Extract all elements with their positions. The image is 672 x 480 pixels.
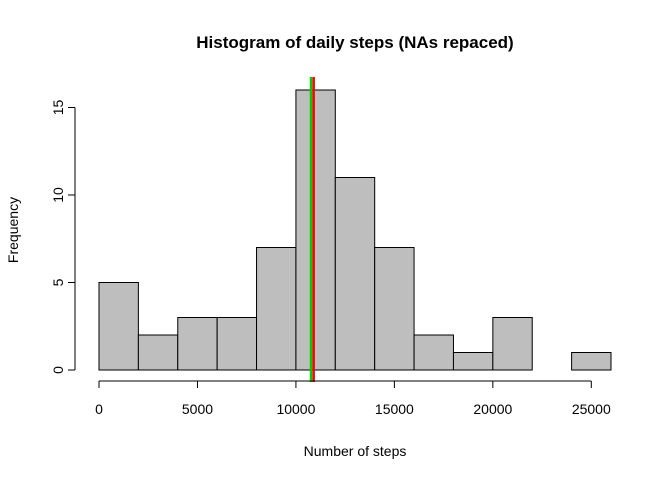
y-tick-label: 15: [50, 100, 66, 116]
histogram-bar: [295, 89, 336, 371]
histogram-bar: [334, 177, 376, 371]
x-tick-label: 20000: [473, 401, 512, 417]
x-tick-label: 25000: [572, 401, 611, 417]
histogram-bar: [177, 317, 218, 371]
bars-group: [98, 89, 612, 371]
histogram-bar: [413, 334, 454, 371]
y-tick-label: 5: [50, 278, 66, 286]
x-axis: 0 5000 10000 15000 20000 25000: [95, 380, 611, 417]
x-tick-label: 10000: [276, 401, 315, 417]
histogram-bar: [571, 352, 612, 371]
x-tick-label: 0: [95, 401, 103, 417]
x-axis-title: Number of steps: [304, 443, 407, 459]
histogram-bar: [137, 334, 179, 371]
histogram-bar: [492, 317, 533, 371]
chart-title: Histogram of daily steps (NAs repaced): [196, 33, 513, 52]
reference-lines-group: [309, 77, 315, 382]
histogram-bar: [98, 282, 139, 371]
histogram-bar: [374, 247, 415, 371]
x-tick-label: 15000: [375, 401, 414, 417]
y-axis-title: Frequency: [5, 197, 21, 263]
y-tick-label: 10: [50, 187, 66, 203]
histogram-bar: [256, 247, 297, 371]
y-axis: 0 5 10 15: [50, 100, 76, 374]
histogram-bar: [452, 352, 494, 371]
y-tick-label: 0: [50, 366, 66, 374]
x-tick-label: 5000: [182, 401, 213, 417]
histogram-bar: [216, 317, 258, 371]
